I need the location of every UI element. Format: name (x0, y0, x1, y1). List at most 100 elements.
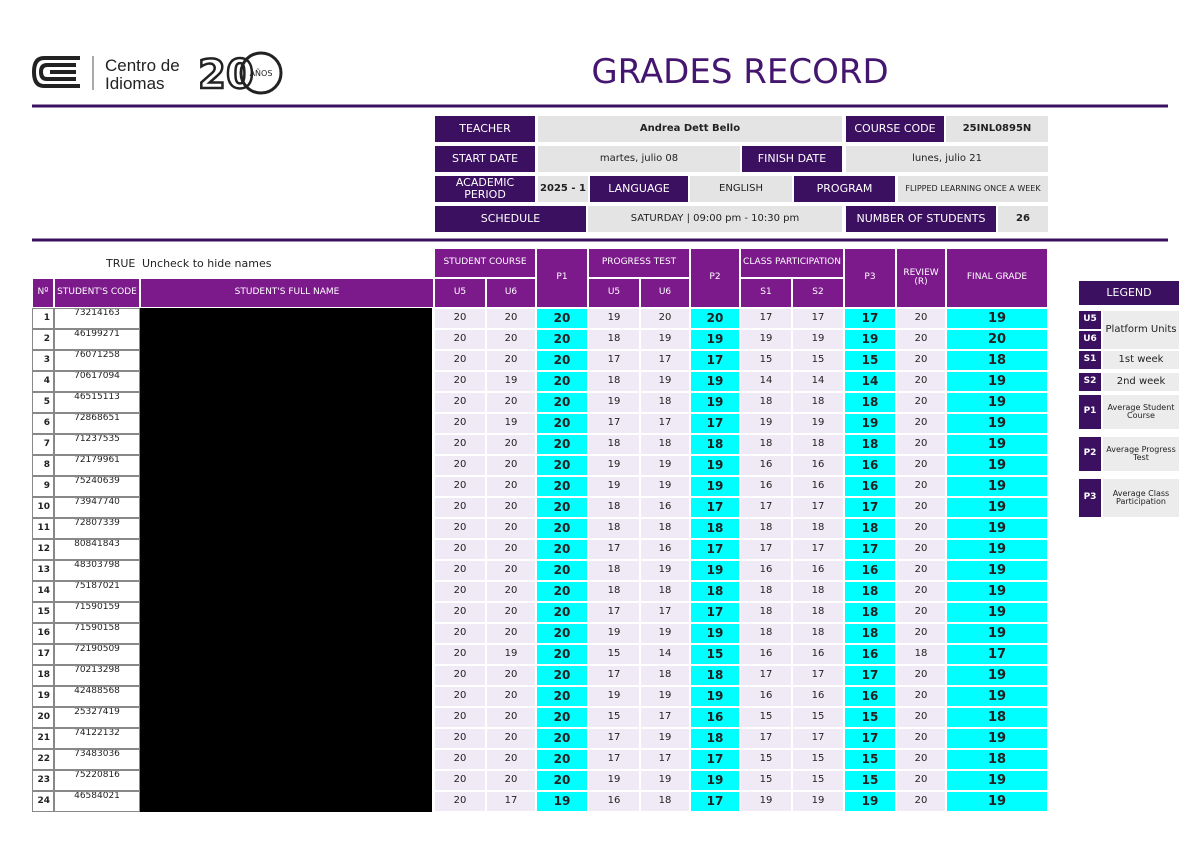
grade-cell: 19 (946, 791, 1048, 812)
grade-cell: 16 (588, 791, 640, 812)
grade-cell: 18 (588, 518, 640, 539)
grade-cell: 20 (486, 749, 536, 770)
grade-cell: 20 (536, 329, 588, 350)
grade-cell: 20 (536, 434, 588, 455)
student-code: 48303798 (54, 560, 140, 581)
grade-cell: 19 (690, 455, 740, 476)
grade-cell: 18 (946, 707, 1048, 728)
row-number: 2 (32, 329, 54, 350)
grade-cell: 17 (690, 350, 740, 371)
row-number: 23 (32, 770, 54, 791)
grade-cell: 19 (588, 476, 640, 497)
grade-cell: 20 (536, 686, 588, 707)
grade-cell: 17 (792, 497, 844, 518)
grade-cell: 20 (896, 707, 946, 728)
header-s1: S1 (740, 278, 792, 308)
grade-cell: 20 (536, 392, 588, 413)
grade-cell: 17 (690, 791, 740, 812)
grade-cell: 17 (690, 539, 740, 560)
logo-number: 20 (198, 52, 254, 98)
grade-cell: 19 (588, 686, 640, 707)
row-number: 9 (32, 476, 54, 497)
grade-cell: 17 (588, 413, 640, 434)
grade-cell: 20 (536, 497, 588, 518)
grade-cell: 20 (896, 665, 946, 686)
grade-cell: 18 (588, 497, 640, 518)
row-number: 13 (32, 560, 54, 581)
grade-cell: 19 (946, 539, 1048, 560)
grade-cell: 20 (486, 350, 536, 371)
grade-cell: 20 (486, 707, 536, 728)
legend-text: Platform Units (1102, 310, 1180, 350)
grade-cell: 19 (946, 665, 1048, 686)
grade-cell: 20 (896, 413, 946, 434)
grade-cell: 19 (690, 770, 740, 791)
grade-cell: 20 (434, 455, 486, 476)
grade-cell: 19 (946, 560, 1048, 581)
grade-cell: 16 (640, 539, 690, 560)
grade-cell: 20 (434, 770, 486, 791)
header-sc-u5: U5 (434, 278, 486, 308)
grade-cell: 17 (740, 497, 792, 518)
grade-cell: 20 (896, 728, 946, 749)
grade-cell: 20 (896, 497, 946, 518)
grade-cell: 19 (588, 308, 640, 329)
grade-cell: 20 (536, 665, 588, 686)
grade-cell: 20 (486, 518, 536, 539)
grade-cell: 20 (434, 644, 486, 665)
grade-cell: 19 (690, 329, 740, 350)
grade-cell: 20 (434, 350, 486, 371)
grade-cell: 20 (946, 329, 1048, 350)
row-number: 21 (32, 728, 54, 749)
grade-cell: 20 (434, 560, 486, 581)
row-number: 6 (32, 413, 54, 434)
grade-cell: 18 (640, 392, 690, 413)
grade-cell: 20 (536, 623, 588, 644)
student-code: 71590159 (54, 602, 140, 623)
grade-cell: 17 (792, 308, 844, 329)
grade-cell: 14 (740, 371, 792, 392)
row-number: 4 (32, 371, 54, 392)
grade-cell: 16 (844, 644, 896, 665)
grade-cell: 18 (740, 392, 792, 413)
row-number: 11 (32, 518, 54, 539)
info-start-date: martes, julio 08 (537, 145, 741, 173)
grade-cell: 20 (486, 392, 536, 413)
grade-cell: 17 (690, 749, 740, 770)
student-code: 46199271 (54, 329, 140, 350)
info-schedule: SATURDAY | 09:00 pm - 10:30 pm (587, 205, 843, 233)
grade-cell: 20 (896, 581, 946, 602)
student-code: 71237535 (54, 434, 140, 455)
grade-cell: 19 (588, 392, 640, 413)
grade-cell: 19 (792, 329, 844, 350)
grade-cell: 20 (536, 371, 588, 392)
grade-cell: 15 (792, 707, 844, 728)
grade-cell: 18 (640, 434, 690, 455)
row-number: 24 (32, 791, 54, 812)
grade-cell: 20 (536, 413, 588, 434)
grade-cell: 19 (690, 686, 740, 707)
student-code: 76071258 (54, 350, 140, 371)
grade-cell: 19 (946, 413, 1048, 434)
grade-cell: 19 (640, 770, 690, 791)
grade-cell: 17 (588, 602, 640, 623)
grade-cell: 19 (740, 791, 792, 812)
toggle-state[interactable]: TRUE (105, 257, 135, 270)
grade-cell: 16 (740, 686, 792, 707)
grade-cell: 17 (588, 665, 640, 686)
info-start-date-label: START DATE (434, 145, 536, 173)
header-code: STUDENT'S CODE (54, 278, 140, 308)
student-code: 42488568 (54, 686, 140, 707)
student-code: 46515113 (54, 392, 140, 413)
header-name: STUDENT'S FULL NAME (140, 278, 434, 308)
grade-cell: 18 (792, 581, 844, 602)
grade-cell: 18 (792, 434, 844, 455)
row-number: 20 (32, 707, 54, 728)
grade-cell: 20 (486, 560, 536, 581)
grade-cell: 19 (946, 476, 1048, 497)
grade-cell: 20 (896, 476, 946, 497)
grade-cell: 20 (896, 329, 946, 350)
logo-circle (239, 51, 283, 95)
grade-cell: 20 (486, 455, 536, 476)
legend-text: Average Progress Test (1102, 436, 1180, 472)
